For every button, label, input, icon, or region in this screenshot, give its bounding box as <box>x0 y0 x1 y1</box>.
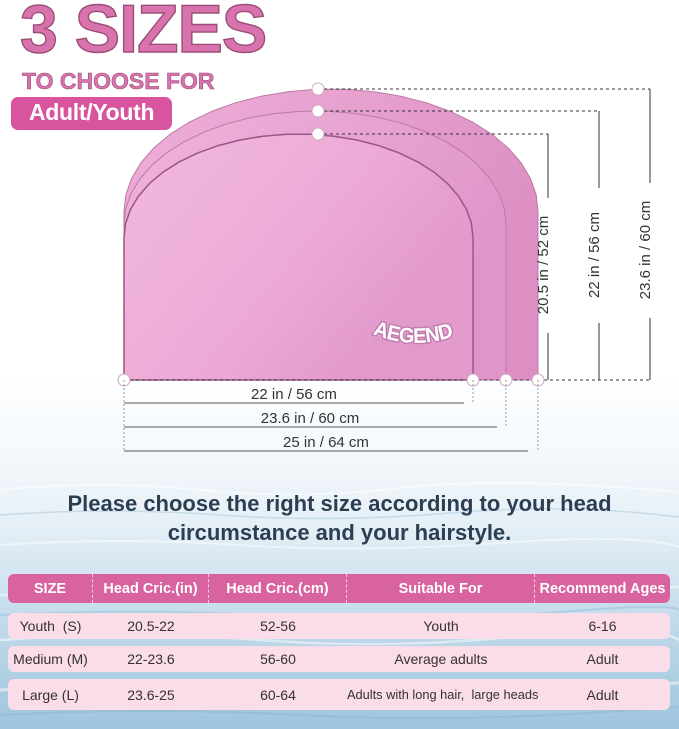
svg-text:22 in / 56 cm: 22 in / 56 cm <box>586 212 603 298</box>
svg-text:20.5 in / 52 cm: 20.5 in / 52 cm <box>535 216 552 314</box>
svg-text:23.6 in / 60 cm: 23.6 in / 60 cm <box>637 201 654 299</box>
svg-text:22 in / 56 cm: 22 in / 56 cm <box>251 386 337 403</box>
svg-text:25 in / 64 cm: 25 in / 64 cm <box>283 434 369 451</box>
svg-text:23.6 in / 60 cm: 23.6 in / 60 cm <box>261 410 359 427</box>
